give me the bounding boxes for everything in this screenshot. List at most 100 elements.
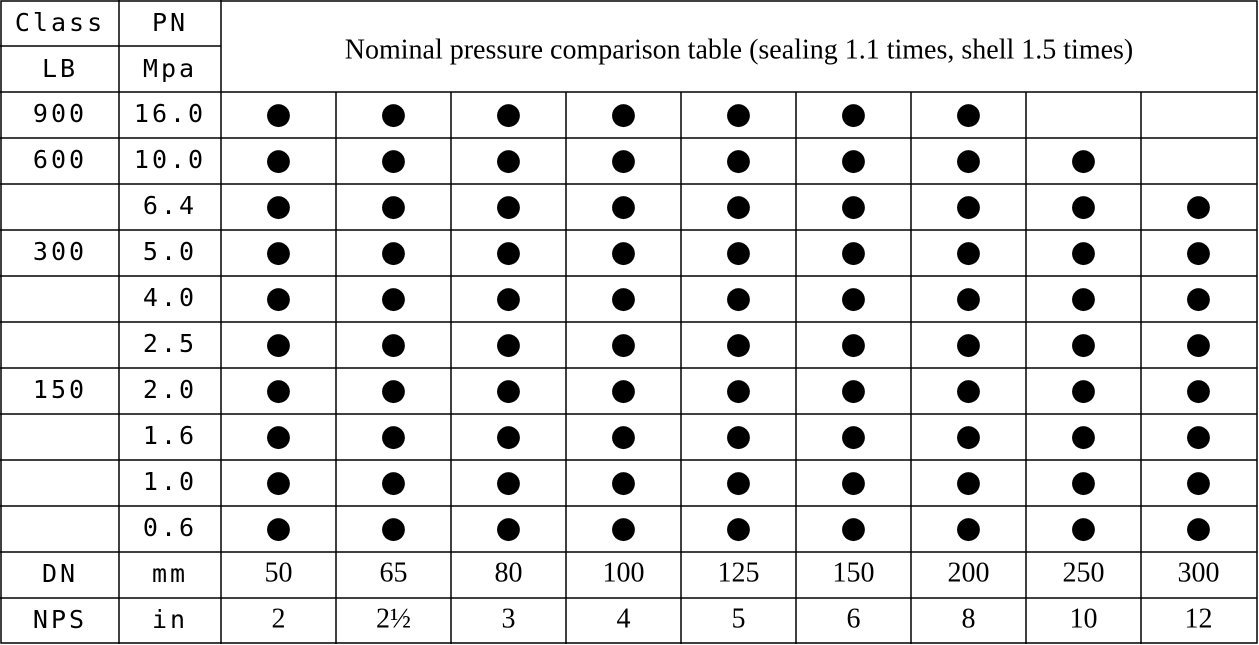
size-value: 65	[380, 557, 408, 588]
pn-mpa: 6.4	[143, 191, 197, 220]
availability-dot: ●	[725, 419, 751, 454]
header-mpa: Mpa	[143, 54, 197, 83]
availability-dot: ●	[495, 465, 521, 500]
availability-dot: ●	[380, 511, 406, 546]
availability-dot: ●	[380, 189, 406, 224]
availability-dot: ●	[1070, 189, 1096, 224]
pn-mpa: 2.5	[143, 329, 197, 358]
pn-mpa: 4.0	[143, 283, 197, 312]
availability-dot: ●	[1070, 373, 1096, 408]
availability-dot: ●	[495, 511, 521, 546]
availability-dot: ●	[955, 281, 981, 316]
size-value: 2	[272, 603, 286, 634]
size-value: 80	[495, 557, 523, 588]
availability-dot: ●	[1185, 373, 1211, 408]
availability-dot: ●	[380, 143, 406, 178]
availability-dot: ●	[840, 511, 866, 546]
availability-dot: ●	[265, 189, 291, 224]
availability-dot: ●	[840, 189, 866, 224]
size-value: 8	[962, 603, 976, 634]
pn-mpa: 10.0	[134, 145, 206, 174]
availability-dot: ●	[955, 235, 981, 270]
availability-dot: ●	[725, 465, 751, 500]
availability-dot: ●	[1070, 419, 1096, 454]
availability-dot: ●	[955, 511, 981, 546]
availability-dot: ●	[265, 327, 291, 362]
availability-dot: ●	[380, 235, 406, 270]
availability-dot: ●	[265, 235, 291, 270]
availability-dot: ●	[725, 189, 751, 224]
availability-dot: ●	[1070, 281, 1096, 316]
availability-dot: ●	[495, 327, 521, 362]
availability-dot: ●	[380, 465, 406, 500]
pn-mpa: 5.0	[143, 237, 197, 266]
availability-dot: ●	[725, 511, 751, 546]
size-value: 125	[718, 557, 760, 588]
availability-dot: ●	[610, 465, 636, 500]
availability-dot: ●	[265, 97, 291, 132]
size-value: 200	[948, 557, 990, 588]
availability-dot: ●	[1185, 281, 1211, 316]
size-value: 150	[833, 557, 875, 588]
size-value: 6	[847, 603, 861, 634]
availability-dot: ●	[1070, 143, 1096, 178]
availability-dot: ●	[610, 373, 636, 408]
pn-mpa: 16.0	[134, 99, 206, 128]
header-pn: PN	[152, 8, 188, 37]
availability-dot: ●	[725, 97, 751, 132]
availability-dot: ●	[1070, 327, 1096, 362]
class-lb: 150	[33, 375, 87, 404]
availability-dot: ●	[955, 465, 981, 500]
size-label: NPS	[33, 605, 87, 634]
availability-dot: ●	[1185, 511, 1211, 546]
availability-dot: ●	[380, 327, 406, 362]
availability-dot: ●	[495, 97, 521, 132]
size-value: 50	[265, 557, 293, 588]
size-value: 10	[1070, 603, 1098, 634]
pn-mpa: 2.0	[143, 375, 197, 404]
header-lb: LB	[42, 54, 78, 83]
availability-dot: ●	[840, 235, 866, 270]
size-value: 4	[617, 603, 631, 634]
class-lb: 600	[33, 145, 87, 174]
availability-dot: ●	[725, 281, 751, 316]
pn-mpa: 1.6	[143, 421, 197, 450]
availability-dot: ●	[725, 235, 751, 270]
availability-dot: ●	[610, 511, 636, 546]
availability-dot: ●	[610, 235, 636, 270]
size-value: 100	[603, 557, 645, 588]
availability-dot: ●	[1185, 327, 1211, 362]
availability-dot: ●	[265, 465, 291, 500]
availability-dot: ●	[610, 189, 636, 224]
availability-dot: ●	[265, 281, 291, 316]
availability-dot: ●	[840, 327, 866, 362]
size-value: 3	[502, 603, 516, 634]
availability-dot: ●	[725, 373, 751, 408]
size-label: DN	[42, 559, 78, 588]
availability-dot: ●	[725, 327, 751, 362]
availability-dot: ●	[1185, 235, 1211, 270]
availability-dot: ●	[840, 419, 866, 454]
size-value: 5	[732, 603, 746, 634]
class-lb: 900	[33, 99, 87, 128]
availability-dot: ●	[265, 419, 291, 454]
availability-dot: ●	[380, 281, 406, 316]
availability-dot: ●	[840, 143, 866, 178]
availability-dot: ●	[1185, 189, 1211, 224]
availability-dot: ●	[955, 419, 981, 454]
availability-dot: ●	[610, 143, 636, 178]
availability-dot: ●	[495, 419, 521, 454]
availability-dot: ●	[495, 189, 521, 224]
availability-dot: ●	[840, 373, 866, 408]
class-lb: 300	[33, 237, 87, 266]
table-title: Nominal pressure comparison table (seali…	[345, 34, 1134, 65]
availability-dot: ●	[1185, 419, 1211, 454]
header-class: Class	[15, 8, 105, 37]
availability-dot: ●	[840, 465, 866, 500]
availability-dot: ●	[380, 97, 406, 132]
availability-dot: ●	[495, 143, 521, 178]
availability-dot: ●	[610, 281, 636, 316]
availability-dot: ●	[265, 143, 291, 178]
availability-dot: ●	[1070, 511, 1096, 546]
